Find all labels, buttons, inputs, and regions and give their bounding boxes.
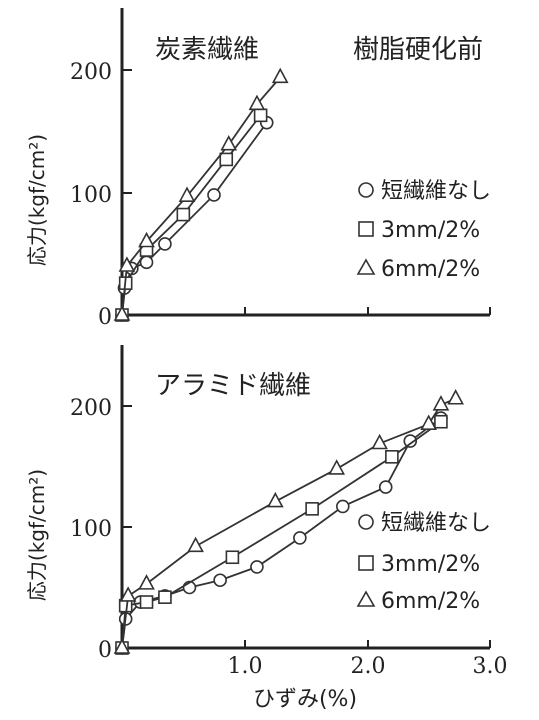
top-series-line-circle [122, 123, 267, 315]
top-chart-subtitle: 樹脂硬化前 [353, 35, 483, 65]
bottom-data-point-circle-marker [294, 532, 306, 544]
bottom-data-point-circle-marker [251, 561, 263, 573]
top-ytick-label: 0 [98, 305, 112, 330]
bottom-y-axis-label: 応力(kgf/cm²) [25, 469, 49, 601]
bottom-chart-title: アラミド繊維 [155, 371, 311, 401]
bottom-ytick-label: 100 [70, 517, 112, 542]
bottom-panel: 0 100 200 1.0 2.0 3.0 応力(kgf/cm²) ひずみ(%)… [25, 345, 508, 712]
bottom-data-point-square-marker [386, 451, 398, 463]
bottom-data-point-circle-marker [214, 574, 226, 586]
bottom-xtick-label: 2.0 [351, 654, 386, 679]
bottom-data-point-circle-marker [380, 481, 392, 493]
bottom-data-point-circle-marker [337, 500, 349, 512]
bottom-legend-circle-marker [359, 515, 373, 529]
bottom-legend-triangle-marker [358, 592, 374, 606]
top-legend-entry: 6mm/2% [381, 257, 480, 282]
top-data-point-triangle-marker [273, 69, 287, 82]
top-data-point-circle-marker [159, 238, 171, 250]
bottom-data-point-triangle-marker [140, 576, 154, 589]
top-chart-title: 炭素繊維 [155, 35, 259, 65]
bottom-legend-entry: 6mm/2% [381, 589, 480, 614]
bottom-data-point-triangle-marker [268, 494, 282, 507]
bottom-xtick-label: 1.0 [228, 654, 263, 679]
top-series-group [115, 69, 287, 321]
top-panel: 0 100 200 応力(kgf/cm²) 炭素繊維 樹脂硬化前 短繊維なし 3… [25, 8, 491, 330]
bottom-data-point-triangle-marker [449, 391, 463, 404]
bottom-ytick-label: 200 [70, 396, 112, 421]
top-ytick-label: 200 [70, 60, 112, 85]
bottom-data-point-square-marker [306, 503, 318, 515]
top-data-point-square-marker [255, 109, 267, 121]
top-legend-triangle-marker [358, 260, 374, 274]
bottom-data-point-triangle-marker [189, 538, 203, 551]
top-ytick-label: 100 [70, 183, 112, 208]
top-y-axis-label: 応力(kgf/cm²) [25, 134, 49, 266]
bottom-legend-entry: 短繊維なし [381, 511, 491, 536]
bottom-data-point-square-marker [141, 596, 153, 608]
top-legend-circle-marker [359, 183, 373, 197]
top-legend-square-marker [359, 222, 373, 236]
top-data-point-square-marker [220, 153, 232, 165]
bottom-ytick-label: 0 [98, 638, 112, 663]
bottom-data-point-square-marker [226, 551, 238, 563]
top-data-point-square-marker [177, 209, 189, 221]
bottom-legend-square-marker [359, 556, 373, 570]
top-legend-entry: 3mm/2% [381, 218, 480, 243]
bottom-xtick-label: 3.0 [473, 654, 508, 679]
bottom-data-point-triangle-marker [330, 461, 344, 474]
top-data-point-circle-marker [208, 189, 220, 201]
bottom-legend-entry: 3mm/2% [381, 552, 480, 577]
top-legend-entry: 短繊維なし [381, 179, 491, 204]
bottom-data-point-square-marker [159, 591, 171, 603]
x-axis-label: ひずみ(%) [253, 687, 357, 712]
top-series-line-square [122, 115, 261, 315]
bottom-data-point-square-marker [435, 416, 447, 428]
